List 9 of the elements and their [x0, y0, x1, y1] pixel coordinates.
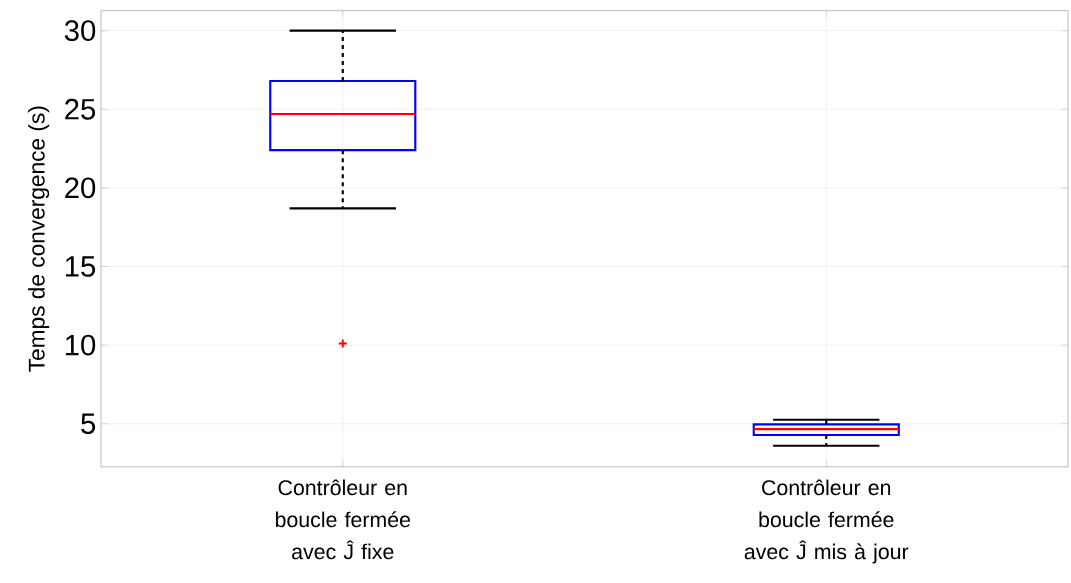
y-axis-title: Temps de convergence (s) [28, 106, 50, 372]
y-tick-label: 15 [65, 256, 96, 277]
y-tick-label: 30 [64, 20, 96, 42]
y-tick-label: 5 [81, 413, 96, 435]
x-tick-label: Contrôleur en boucle fermée avec Ĵ fixe [275, 479, 411, 560]
y-tick-label: 10 [65, 334, 96, 356]
y-tick-label: 25 [65, 98, 96, 120]
y-tick-label: 20 [65, 177, 96, 199]
x-tick-label: Contrôleur en boucle fermée avec Ĵ mis à jour [744, 479, 909, 564]
